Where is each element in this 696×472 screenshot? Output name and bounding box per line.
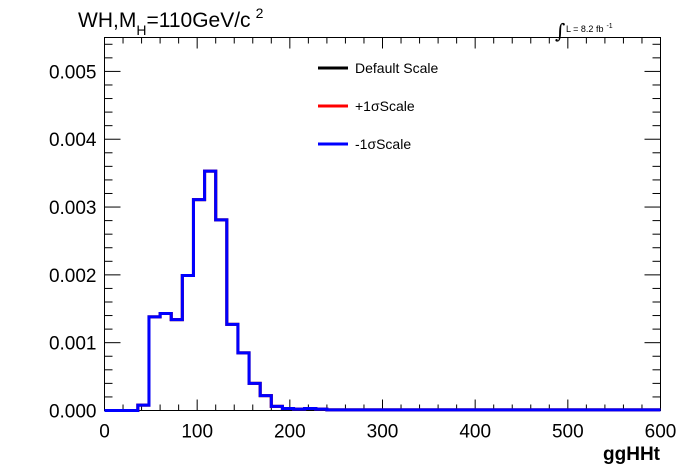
series-line (104, 169, 661, 412)
x-tick-label: 400 (459, 422, 491, 443)
lumi-text: L = 8.2 fb (566, 24, 603, 34)
y-tick-label: 0.004 (49, 130, 97, 151)
legend-label: +1σScale (355, 98, 415, 114)
y-tick-label: 0.005 (49, 62, 97, 83)
x-axis-label: ggHHt (603, 444, 661, 465)
series-group (104, 169, 661, 412)
series-line (104, 169, 661, 412)
chart-title-sup: 2 (256, 5, 264, 21)
axis-ticks: 0 100 200 300 400 500 600 0.000 0.001 0.002 0.003 0… (49, 37, 677, 443)
x-tick-label: 100 (181, 422, 213, 443)
legend: Default Scale +1σScale -1σScale (318, 60, 438, 152)
luminosity-label: ∫ L = 8.2 fb -1 (555, 19, 613, 43)
x-tick-label: 500 (552, 422, 584, 443)
legend-label: -1σScale (355, 136, 411, 152)
x-tick-label: 0 (99, 422, 110, 443)
x-tick-label: 600 (645, 422, 677, 443)
chart-title-main: WH,M (78, 9, 136, 32)
lumi-exponent: -1 (606, 23, 612, 30)
chart-title: WH,MH=110GeV/c 2 (78, 5, 264, 38)
y-tick-label: 0.002 (49, 266, 97, 287)
y-tick-label: 0.003 (49, 198, 97, 219)
chart-title-sub: H (136, 22, 146, 38)
y-tick-label: 0.000 (49, 402, 97, 423)
plot-frame (104, 37, 661, 411)
chart-title-rest: =110GeV/c (146, 9, 250, 32)
x-tick-label: 200 (274, 422, 306, 443)
svg-text:L = 8.2 fb-1: L = 8.2 fb -1 (566, 23, 613, 34)
y-tick-label: 0.001 (49, 334, 97, 355)
legend-label: Default Scale (355, 60, 438, 76)
x-tick-label: 300 (367, 422, 399, 443)
integral-sign: ∫ (555, 19, 565, 43)
series-line (104, 169, 661, 412)
